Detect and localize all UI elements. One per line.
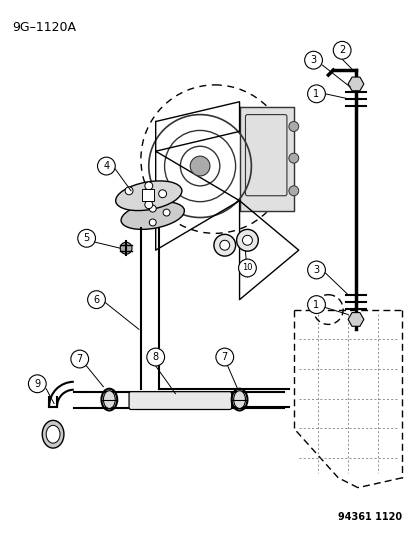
Circle shape <box>190 156 209 176</box>
Circle shape <box>242 236 252 245</box>
Circle shape <box>238 259 256 277</box>
Circle shape <box>120 243 132 254</box>
Circle shape <box>304 51 322 69</box>
Ellipse shape <box>46 425 60 443</box>
Circle shape <box>149 205 156 212</box>
Circle shape <box>288 186 298 196</box>
Circle shape <box>88 290 105 309</box>
Text: 10: 10 <box>242 263 252 272</box>
Polygon shape <box>239 107 293 211</box>
Circle shape <box>125 187 133 195</box>
Ellipse shape <box>115 181 181 211</box>
Circle shape <box>145 182 152 190</box>
Circle shape <box>307 261 325 279</box>
Circle shape <box>236 229 258 251</box>
Circle shape <box>288 122 298 132</box>
Ellipse shape <box>42 421 64 448</box>
Circle shape <box>28 375 46 393</box>
Circle shape <box>71 350 88 368</box>
Ellipse shape <box>121 201 184 229</box>
Text: 9: 9 <box>34 379 40 389</box>
Text: 9G–1120A: 9G–1120A <box>13 21 76 34</box>
Text: 3: 3 <box>310 55 316 65</box>
Circle shape <box>145 201 152 208</box>
Circle shape <box>149 219 156 226</box>
Text: 1: 1 <box>313 89 319 99</box>
Text: 6: 6 <box>93 295 99 305</box>
Circle shape <box>78 229 95 247</box>
Circle shape <box>147 348 164 366</box>
Circle shape <box>97 157 115 175</box>
Ellipse shape <box>103 391 115 408</box>
FancyBboxPatch shape <box>129 392 231 409</box>
Text: 1: 1 <box>313 300 319 310</box>
Circle shape <box>332 42 350 59</box>
Circle shape <box>158 190 166 198</box>
Text: 7: 7 <box>76 354 83 364</box>
Ellipse shape <box>233 391 245 408</box>
Circle shape <box>307 85 325 103</box>
Circle shape <box>215 348 233 366</box>
Circle shape <box>307 296 325 313</box>
Circle shape <box>214 235 235 256</box>
Text: 8: 8 <box>152 352 158 362</box>
Circle shape <box>163 209 170 216</box>
Circle shape <box>288 153 298 163</box>
Circle shape <box>219 240 229 250</box>
Text: 7: 7 <box>221 352 227 362</box>
Text: 2: 2 <box>338 45 344 55</box>
Text: 3: 3 <box>313 265 319 275</box>
Text: 4: 4 <box>103 161 109 171</box>
FancyBboxPatch shape <box>142 189 153 201</box>
Text: 5: 5 <box>83 233 90 243</box>
Text: 94361 1120: 94361 1120 <box>337 512 401 522</box>
